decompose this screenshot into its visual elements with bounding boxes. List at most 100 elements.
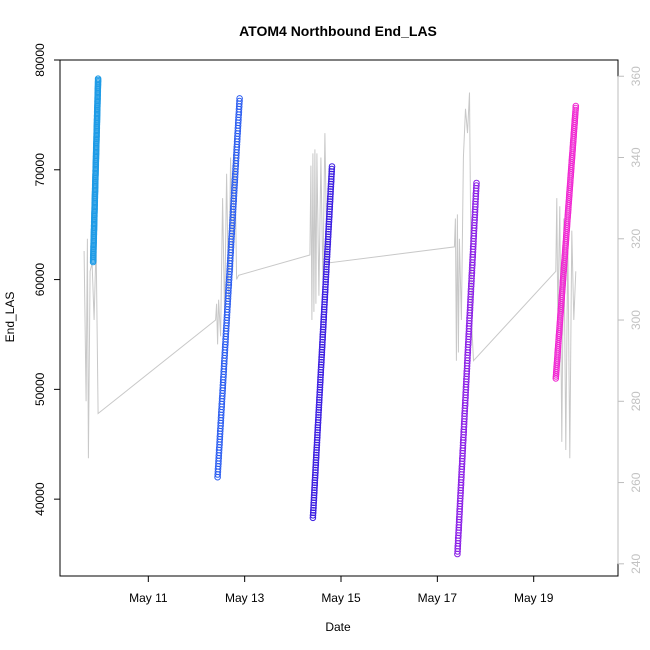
data-point <box>323 263 330 271</box>
data-point <box>323 251 331 258</box>
data-point <box>322 278 330 286</box>
data-point <box>317 371 325 379</box>
data-point <box>320 311 328 318</box>
data-point <box>322 281 329 288</box>
data-point <box>328 168 336 175</box>
data-point <box>312 464 319 471</box>
data-point <box>320 321 327 328</box>
data-point <box>309 509 317 517</box>
data-point <box>327 188 334 195</box>
data-point <box>316 396 323 404</box>
data-point <box>320 323 327 331</box>
bottom-axis: May 11 May 13 May 15 May 17 May 19 <box>129 575 554 605</box>
data-point <box>324 246 331 253</box>
data-point <box>473 182 480 189</box>
data-point <box>321 296 329 303</box>
data-point <box>317 363 325 371</box>
data-point <box>325 220 333 228</box>
point-series-4 <box>454 179 480 558</box>
data-point <box>328 175 335 183</box>
data-point <box>325 223 333 230</box>
data-point <box>310 496 318 504</box>
data-point <box>317 374 324 381</box>
data-point <box>323 253 331 261</box>
data-point <box>310 504 317 512</box>
data-point <box>326 210 333 218</box>
data-point <box>311 484 318 492</box>
data-point <box>322 273 330 281</box>
data-point <box>328 170 335 178</box>
data-point <box>236 97 243 105</box>
data-point <box>320 306 328 313</box>
data-point <box>312 461 320 469</box>
data-point <box>318 356 325 364</box>
data-point <box>321 293 329 301</box>
primary-series <box>89 75 580 558</box>
data-point <box>311 479 319 487</box>
data-point <box>325 230 332 238</box>
data-point <box>328 165 336 173</box>
y-tick-label: 60000 <box>33 263 47 297</box>
data-point <box>321 298 328 306</box>
right-axis: 240 260 280 300 320 340 360 <box>617 66 643 574</box>
data-point <box>315 399 323 406</box>
data-point <box>315 401 323 409</box>
data-point <box>323 256 331 263</box>
data-point <box>473 179 480 187</box>
data-point <box>310 491 318 499</box>
y-tick-label: 70000 <box>33 153 47 187</box>
data-point <box>318 348 326 356</box>
data-point <box>324 243 331 251</box>
y2-tick-label: 320 <box>629 228 643 248</box>
data-point <box>318 346 326 354</box>
y2-tick-label: 340 <box>629 147 643 167</box>
data-point <box>314 429 321 436</box>
y2-tick-label: 300 <box>629 310 643 330</box>
data-point <box>309 514 317 522</box>
data-point <box>315 411 322 419</box>
data-point <box>310 494 318 502</box>
data-point <box>318 358 325 366</box>
data-point <box>572 104 580 112</box>
data-point <box>315 404 323 411</box>
data-point <box>314 426 322 434</box>
data-point <box>572 102 580 110</box>
data-point <box>323 266 330 273</box>
data-point <box>319 326 327 333</box>
secondary-series-line <box>83 92 577 459</box>
data-point <box>319 328 327 336</box>
chart-title: ATOM4 Northbound End_LAS <box>239 23 437 39</box>
data-point <box>312 459 320 466</box>
data-point <box>325 215 333 223</box>
data-point <box>315 409 322 416</box>
data-point <box>312 469 319 476</box>
data-point <box>326 198 334 205</box>
data-point <box>328 163 336 170</box>
y-axis-label: End_LAS <box>3 292 17 343</box>
data-point <box>311 481 319 489</box>
data-point <box>316 386 324 394</box>
data-point <box>309 512 317 519</box>
data-point <box>322 271 330 278</box>
data-point <box>325 218 333 225</box>
data-point <box>314 434 321 441</box>
data-point <box>326 203 334 210</box>
data-point <box>319 333 327 341</box>
point-series-5 <box>552 102 580 382</box>
data-point <box>315 414 322 421</box>
data-point <box>327 190 334 198</box>
left-axis: 40000 50000 60000 70000 80000 <box>33 43 61 516</box>
data-point <box>313 441 321 449</box>
data-point <box>323 268 330 276</box>
data-point <box>324 238 332 246</box>
plot-frame <box>59 59 619 577</box>
data-point <box>320 318 327 326</box>
data-point <box>312 456 320 464</box>
data-point <box>326 213 333 220</box>
x-tick-label: May 17 <box>418 591 458 605</box>
data-point <box>327 185 335 193</box>
point-series-2 <box>214 95 243 481</box>
data-point <box>311 489 318 497</box>
data-point <box>572 106 579 114</box>
